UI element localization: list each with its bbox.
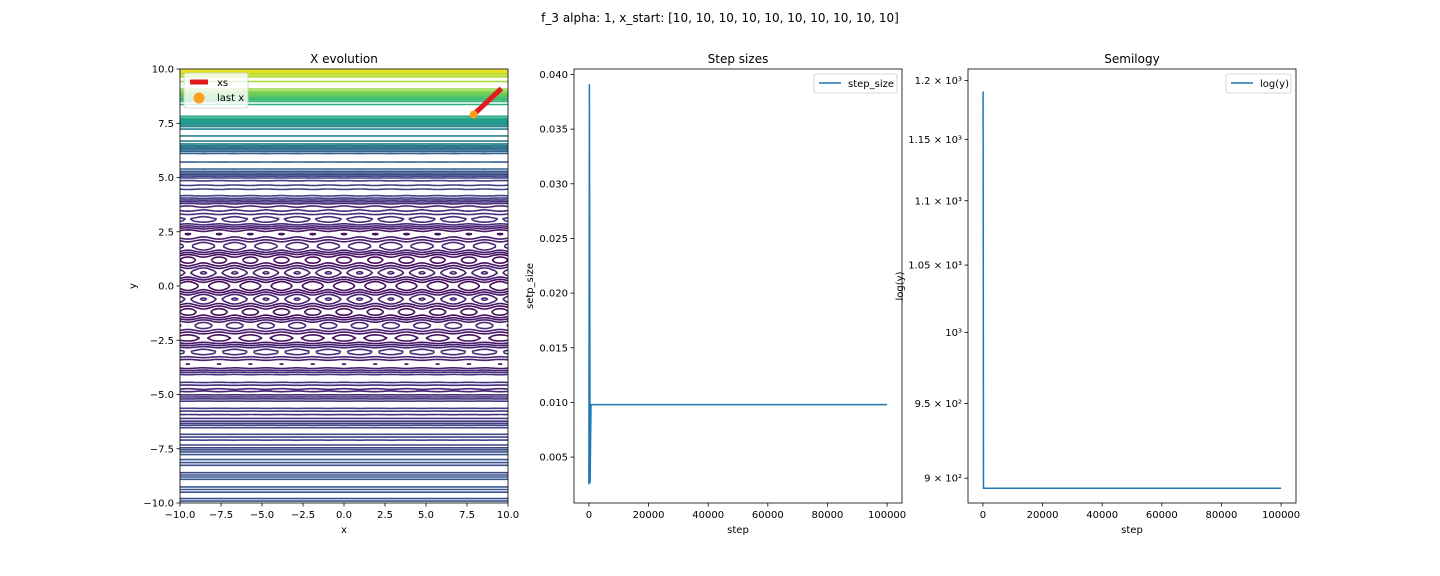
x-evolution-legend: xs last x xyxy=(183,72,249,109)
x-tick-label: 0.0 xyxy=(336,510,352,521)
y-tick-label: 9.5 × 10² xyxy=(915,399,962,410)
contour-level-1 xyxy=(180,256,508,316)
x-tick-label: 80000 xyxy=(812,510,844,521)
contour-level-15 xyxy=(180,152,508,170)
y-tick-label: 5.0 xyxy=(158,173,174,184)
x-tick-label: 2.5 xyxy=(377,510,393,521)
contour-level-7 xyxy=(180,200,508,420)
contour-level-3 xyxy=(180,229,508,365)
suptitle: f_3 alpha: 1, x_start: [10, 10, 10, 10, … xyxy=(541,11,899,25)
legend-last-x-label: last x xyxy=(217,93,244,104)
step-sizes-axes: 0 20000 40000 60000 80000 100000 0.005 0.010 0.0… xyxy=(525,52,906,536)
x-evolution-title: X evolution xyxy=(310,52,378,66)
legend-step-size-label: step_size xyxy=(848,79,894,90)
legend-last-x-swatch xyxy=(193,92,205,104)
y-tick-label: −7.5 xyxy=(150,444,174,455)
x-tick-label: 60000 xyxy=(752,510,784,521)
y-tick-label: 2.5 xyxy=(158,227,174,238)
semilogy-ylabel: log(y) xyxy=(895,271,906,300)
step-sizes-data xyxy=(588,84,888,485)
x-tick-label: 100000 xyxy=(1262,510,1300,521)
y-tick-label: 0.035 xyxy=(539,125,568,136)
x-evolution-data xyxy=(469,86,504,119)
legend-box xyxy=(1225,73,1292,94)
y-tick-label: 1.15 × 10³ xyxy=(908,135,962,146)
y-tick-label: 10³ xyxy=(945,328,962,339)
y-tick-label: −5.0 xyxy=(150,390,174,401)
y-tick-label: 0.015 xyxy=(539,343,568,354)
y-tick-label: 1.1 × 10³ xyxy=(915,196,962,207)
axes-frame xyxy=(967,68,1297,504)
y-tick-label: 0.0 xyxy=(158,282,174,293)
contour-level-22 xyxy=(180,128,508,142)
step-sizes-xlabel: step xyxy=(727,525,749,536)
x-evolution-ylabel: y xyxy=(128,283,139,289)
y-tick-label: 0.010 xyxy=(539,398,568,409)
x-tick-label: 20000 xyxy=(1027,510,1059,521)
semilogy-xlabel: step xyxy=(1121,525,1143,536)
y-tick-label: 1.2 × 10³ xyxy=(915,76,962,87)
contour-level-2 xyxy=(180,232,508,342)
y-tick-label: −2.5 xyxy=(150,336,174,347)
x-evolution-ticks: −10.0 −7.5 −5.0 −2.5 0.0 2.5 5.0 7.5 10.0 −10.0 −7… xyxy=(143,65,519,522)
y-tick-label: 9 × 10² xyxy=(924,474,962,485)
contour-level-4 xyxy=(180,227,508,370)
y-tick-label: 0.020 xyxy=(539,289,568,300)
axes-frame xyxy=(573,68,903,504)
series-xs xyxy=(471,86,504,117)
y-tick-label: 1.05 × 10³ xyxy=(908,261,962,272)
semilogy-data xyxy=(982,91,1282,489)
contour-level-12 xyxy=(180,173,508,500)
semilogy-legend: log(y) xyxy=(1225,73,1292,94)
contour-level-10 xyxy=(180,177,508,449)
x-tick-label: 100000 xyxy=(868,510,906,521)
contour-level-8 xyxy=(180,199,508,422)
semilogy-axes: 0 20000 40000 60000 80000 100000 9 × 10² 9.5 × … xyxy=(895,52,1300,536)
y-tick-label: 0.040 xyxy=(539,70,568,81)
x-tick-label: 10.0 xyxy=(497,510,519,521)
x-tick-label: 0 xyxy=(980,510,986,521)
contour-lines xyxy=(180,69,508,502)
x-tick-label: 0 xyxy=(586,510,592,521)
contour-level-5 xyxy=(180,205,508,393)
x-tick-label: 40000 xyxy=(1086,510,1118,521)
x-tick-label: 80000 xyxy=(1206,510,1238,521)
x-tick-label: 20000 xyxy=(633,510,665,521)
x-tick-label: 5.0 xyxy=(418,510,434,521)
y-tick-label: −10.0 xyxy=(143,499,174,510)
x-evolution-axes: −10.0 −7.5 −5.0 −2.5 0.0 2.5 5.0 7.5 10.0 −10.0 −7… xyxy=(128,52,519,536)
x-tick-label: −7.5 xyxy=(209,510,233,521)
x-tick-label: 7.5 xyxy=(459,510,475,521)
y-tick-label: 7.5 xyxy=(158,119,174,130)
x-tick-label: −5.0 xyxy=(250,510,274,521)
series-log-y xyxy=(982,91,1282,489)
y-tick-label: 0.005 xyxy=(539,453,568,464)
contour-level-6 xyxy=(180,202,508,396)
y-tick-label: 10.0 xyxy=(152,65,174,76)
series-last-x-point xyxy=(469,110,478,119)
x-tick-label: −2.5 xyxy=(291,510,315,521)
contour-level-14 xyxy=(180,170,508,488)
step-sizes-ticks: 0 20000 40000 60000 80000 100000 0.005 0.010 0.0… xyxy=(539,70,906,521)
legend-xs-label: xs xyxy=(217,78,228,89)
x-tick-label: 60000 xyxy=(1146,510,1178,521)
contour-level-13 xyxy=(180,172,508,502)
step-sizes-legend: step_size xyxy=(813,73,898,94)
x-tick-label: 40000 xyxy=(692,510,724,521)
contour-level-11 xyxy=(180,175,508,474)
contour-level-9 xyxy=(180,179,508,446)
step-sizes-title: Step sizes xyxy=(708,52,769,66)
series-step-size xyxy=(588,84,888,485)
semilogy-title: Semilogy xyxy=(1104,52,1159,66)
y-tick-label: 0.030 xyxy=(539,179,568,190)
x-evolution-xlabel: x xyxy=(341,525,347,536)
y-tick-label: 0.025 xyxy=(539,234,568,245)
step-sizes-ylabel: setp_size xyxy=(525,263,536,309)
x-tick-label: −10.0 xyxy=(165,510,196,521)
semilogy-ticks: 0 20000 40000 60000 80000 100000 9 × 10² 9.5 × … xyxy=(908,76,1300,521)
legend-log-y-label: log(y) xyxy=(1260,79,1289,90)
legend-box xyxy=(813,73,898,94)
